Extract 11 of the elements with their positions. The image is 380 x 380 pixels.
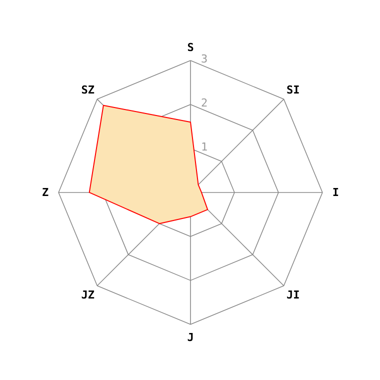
spoke-label: S (187, 40, 194, 54)
spoke-label: I (332, 186, 339, 199)
spoke-label: SI (286, 83, 300, 96)
spoke-label: SZ (81, 83, 95, 96)
spoke-label: J (187, 331, 194, 344)
y-tick-label: 3 (201, 52, 208, 66)
spoke-label: Z (42, 186, 50, 199)
y-tick-label: 2 (201, 96, 208, 110)
spoke-label: JZ (81, 288, 95, 302)
y-tick-label: 1 (201, 140, 208, 154)
spoke-label: JI (286, 288, 300, 302)
